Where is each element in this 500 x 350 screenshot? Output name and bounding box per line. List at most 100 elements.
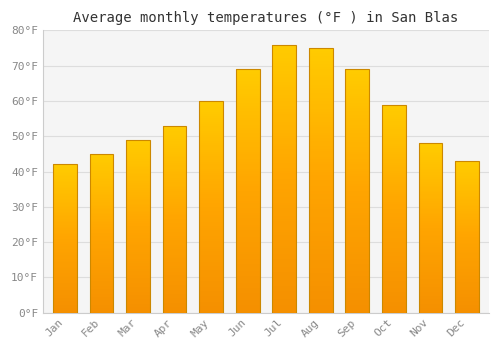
Bar (346, 254, 369, 257)
Bar (418, 162, 442, 164)
Bar (126, 276, 150, 278)
Bar (162, 277, 186, 279)
Bar (309, 138, 332, 141)
Bar (162, 286, 186, 288)
Bar (53, 264, 77, 265)
Bar (382, 259, 406, 261)
Bar (199, 141, 223, 143)
Bar (382, 180, 406, 182)
Bar (382, 159, 406, 161)
Bar (90, 163, 114, 165)
Bar (53, 267, 77, 268)
Bar (455, 290, 479, 292)
Bar (236, 145, 260, 147)
Bar (236, 93, 260, 96)
Bar (309, 307, 332, 310)
Bar (309, 93, 332, 96)
Bar (162, 264, 186, 266)
Bar (199, 205, 223, 207)
Bar (236, 174, 260, 176)
Bar (346, 228, 369, 230)
Bar (455, 196, 479, 197)
Bar (272, 114, 296, 117)
Bar (90, 259, 114, 260)
Bar (418, 294, 442, 296)
Bar (418, 230, 442, 231)
Bar (126, 256, 150, 257)
Bar (90, 203, 114, 205)
Bar (162, 167, 186, 169)
Bar (236, 305, 260, 308)
Bar (272, 120, 296, 122)
Bar (90, 249, 114, 251)
Bar (455, 179, 479, 181)
Bar (346, 276, 369, 279)
Bar (455, 284, 479, 285)
Bar (199, 292, 223, 294)
Bar (272, 256, 296, 259)
Bar (236, 203, 260, 205)
Bar (455, 276, 479, 278)
Bar (162, 141, 186, 142)
Bar (346, 194, 369, 196)
Bar (199, 190, 223, 192)
Bar (53, 206, 77, 208)
Bar (455, 229, 479, 231)
Bar (346, 181, 369, 184)
Bar (236, 284, 260, 286)
Bar (418, 264, 442, 265)
Bar (418, 152, 442, 154)
Bar (162, 182, 186, 184)
Bar (382, 134, 406, 136)
Bar (309, 69, 332, 72)
Bar (53, 239, 77, 240)
Bar (126, 278, 150, 280)
Bar (309, 51, 332, 53)
Bar (346, 69, 369, 313)
Bar (455, 308, 479, 310)
Bar (162, 197, 186, 198)
Bar (199, 194, 223, 196)
Bar (346, 149, 369, 152)
Bar (309, 199, 332, 202)
Bar (455, 273, 479, 275)
Bar (162, 283, 186, 285)
Bar (346, 215, 369, 218)
Bar (309, 53, 332, 56)
Bar (309, 262, 332, 265)
Bar (309, 188, 332, 191)
Bar (346, 86, 369, 89)
Bar (418, 238, 442, 240)
Bar (126, 295, 150, 297)
Bar (272, 230, 296, 232)
Bar (126, 178, 150, 180)
Bar (236, 135, 260, 138)
Bar (346, 249, 369, 252)
Bar (418, 172, 442, 174)
Bar (53, 222, 77, 224)
Bar (418, 215, 442, 216)
Bar (162, 292, 186, 294)
Bar (382, 269, 406, 271)
Bar (162, 245, 186, 247)
Bar (199, 294, 223, 296)
Bar (199, 198, 223, 201)
Bar (346, 91, 369, 93)
Bar (455, 206, 479, 208)
Bar (126, 224, 150, 226)
Bar (382, 177, 406, 180)
Bar (53, 219, 77, 221)
Bar (309, 310, 332, 313)
Bar (162, 262, 186, 264)
Bar (53, 247, 77, 249)
Bar (382, 142, 406, 144)
Bar (382, 190, 406, 192)
Bar (309, 299, 332, 302)
Bar (309, 175, 332, 178)
Bar (53, 292, 77, 293)
Bar (90, 173, 114, 175)
Bar (309, 254, 332, 257)
Bar (162, 258, 186, 260)
Bar (53, 302, 77, 304)
Bar (346, 237, 369, 240)
